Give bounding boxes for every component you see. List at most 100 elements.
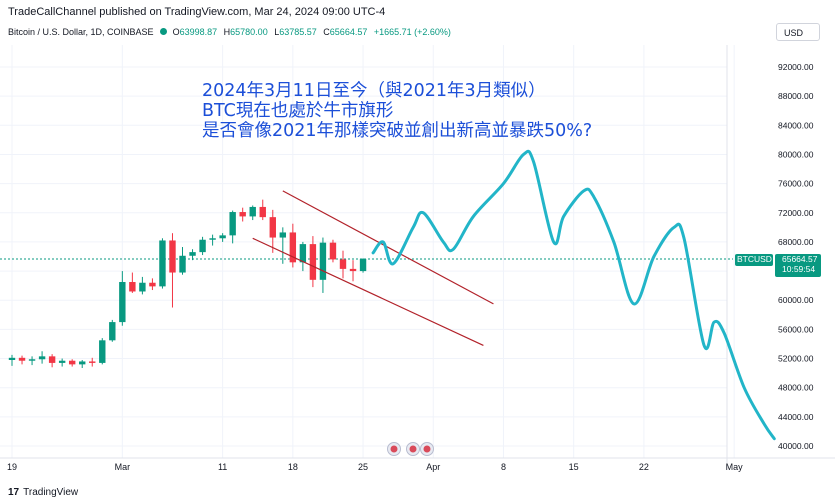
candle[interactable] (129, 272, 136, 293)
candle-body (48, 356, 56, 363)
candle-body (199, 239, 206, 253)
candle[interactable] (149, 278, 156, 291)
candle[interactable] (179, 247, 186, 275)
candle[interactable] (199, 236, 206, 256)
candle-body (329, 242, 337, 260)
candle-body (159, 240, 166, 287)
symbol-bar: Bitcoin / U.S. Dollar, 1D, COINBASE O639… (8, 27, 455, 37)
open-label: O (172, 27, 180, 37)
currency-button[interactable]: USD (776, 23, 820, 41)
time-tick-label: 11 (218, 462, 227, 472)
candle-body (79, 361, 86, 365)
candle[interactable] (349, 260, 357, 282)
tradingview-footer[interactable]: 17 TradingView (8, 487, 78, 498)
candle-body (139, 282, 146, 292)
time-tick-label: May (726, 462, 744, 472)
price-tick-label: 72000.00 (778, 208, 814, 218)
candle-body (309, 244, 317, 280)
candle[interactable] (329, 239, 337, 263)
price-tick-label: 84000.00 (778, 120, 814, 130)
candle-body (149, 282, 156, 287)
time-tick-label: 22 (639, 462, 649, 472)
candle[interactable] (89, 357, 96, 367)
annotation-line-2: BTC現在也處於牛市旗形 (202, 101, 394, 121)
candle[interactable] (18, 355, 26, 365)
channel-line[interactable] (282, 190, 494, 305)
last-price-label: BTCUSD 65664.57 10:59:54 (735, 253, 821, 277)
candle[interactable] (289, 223, 297, 268)
candle-body (129, 282, 136, 292)
candle-body (239, 212, 246, 217)
symbol-title[interactable]: Bitcoin / U.S. Dollar, 1D, COINBASE (8, 27, 154, 37)
footer-brand: TradingView (23, 487, 79, 498)
market-status-dot-icon (160, 28, 168, 35)
time-tick-label: Mar (115, 462, 131, 472)
candle-body (249, 206, 256, 217)
candles (8, 199, 367, 369)
high-value: 65780.00 (230, 27, 268, 37)
last-price-symbol: BTCUSD (737, 254, 772, 264)
low-value: 63785.57 (279, 27, 317, 37)
candle[interactable] (28, 356, 36, 366)
candle-body (8, 357, 16, 360)
time-tick-label: 18 (288, 462, 298, 472)
channel-line[interactable] (252, 237, 484, 346)
candle[interactable] (229, 210, 236, 244)
candle-body (99, 340, 106, 363)
close-value: 65664.57 (329, 27, 368, 37)
time-tick-label: 25 (358, 462, 368, 472)
change-value: +1665.71 (+2.60%) (373, 27, 451, 37)
price-tick-label: 44000.00 (778, 412, 814, 422)
candle-body (18, 357, 26, 361)
candle[interactable] (189, 249, 196, 261)
close-label: C (323, 27, 330, 37)
candle-body (119, 282, 126, 323)
candle[interactable] (48, 354, 56, 368)
candle[interactable] (209, 234, 216, 246)
candle[interactable] (159, 238, 166, 289)
candle-body (259, 206, 266, 218)
top-bar: TradeCallChannel published on TradingVie… (0, 0, 835, 22)
candle[interactable] (58, 358, 66, 367)
candle[interactable] (309, 236, 317, 288)
candle[interactable] (99, 338, 106, 365)
candle[interactable] (119, 271, 126, 326)
candle[interactable] (249, 205, 256, 221)
candle[interactable] (38, 351, 46, 364)
candle[interactable] (68, 359, 76, 367)
price-tick-label: 48000.00 (778, 383, 814, 393)
candle[interactable] (269, 209, 276, 253)
candle-body (109, 322, 116, 341)
countdown-timer: 10:59:54 (782, 264, 815, 274)
candle-body (279, 232, 287, 238)
candle[interactable] (8, 354, 16, 366)
candle[interactable] (219, 233, 226, 242)
candle-body (38, 356, 46, 360)
candle[interactable] (279, 227, 287, 264)
candle[interactable] (319, 237, 327, 293)
annotation-line-1: 2024年3月11日至今（與2021年3月類似） (202, 81, 546, 101)
candle[interactable] (239, 207, 246, 222)
candle[interactable] (259, 199, 266, 221)
open-value: 63998.87 (179, 27, 218, 37)
published-info: TradeCallChannel published on TradingVie… (8, 6, 386, 18)
us-flag-event-icon-inner (390, 445, 398, 453)
candle[interactable] (109, 319, 116, 342)
candle-body (28, 359, 36, 361)
candle-body (359, 258, 367, 272)
candle[interactable] (79, 359, 86, 369)
projection-line[interactable] (371, 149, 776, 441)
candle[interactable] (299, 241, 307, 272)
candle[interactable] (169, 233, 176, 308)
candle-body (319, 242, 327, 280)
time-tick-label: 15 (569, 462, 579, 472)
candle[interactable] (339, 250, 347, 279)
candle-body (189, 252, 196, 256)
price-tick-label: 52000.00 (778, 354, 814, 364)
price-tick-label: 56000.00 (778, 324, 814, 334)
high-label: H (223, 27, 231, 37)
low-label: L (274, 27, 280, 37)
candle[interactable] (139, 276, 146, 295)
candle[interactable] (359, 258, 367, 273)
